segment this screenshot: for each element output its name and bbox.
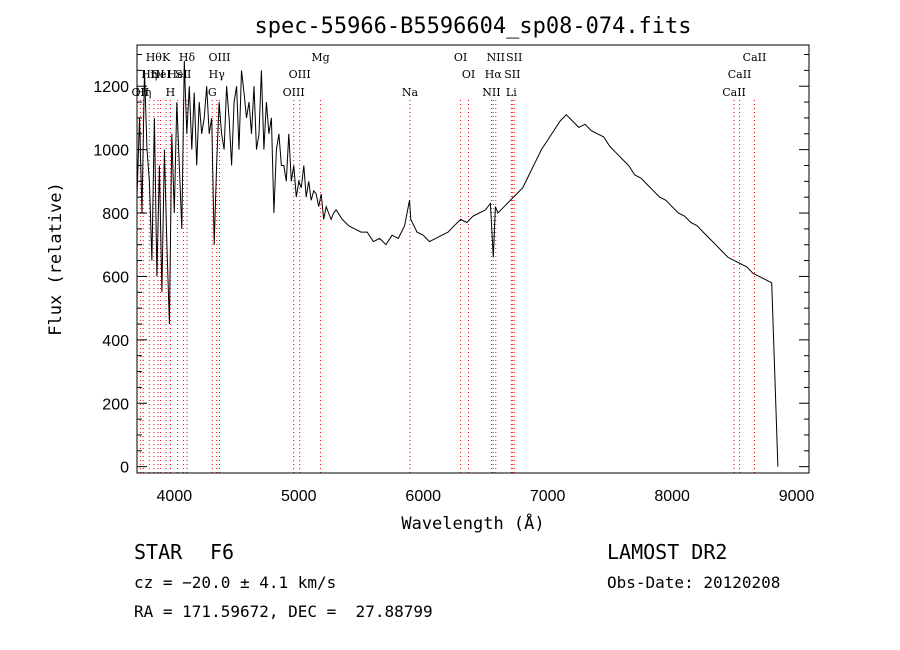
line-marker-label: Hη	[135, 86, 151, 99]
y-tick-label: 400	[102, 333, 129, 350]
plot-frame	[136, 44, 810, 474]
y-axis-label: Flux (relative)	[46, 182, 66, 336]
line-marker-label: Mg	[311, 51, 329, 64]
line-marker-label: OIII	[208, 51, 230, 64]
x-tick-label: 4000	[157, 488, 193, 505]
line-marker-label: OIII	[283, 86, 305, 99]
line-marker-label: HeI	[150, 68, 170, 81]
object-subclass: F6	[210, 540, 235, 564]
line-marker-label: SII	[175, 68, 191, 81]
y-tick-label: 600	[102, 269, 129, 286]
line-marker-label: G	[208, 86, 217, 99]
line-marker-label: NII	[482, 86, 500, 99]
observation-date: Obs-Date: 20120208	[607, 573, 781, 592]
line-marker-label: NII	[487, 51, 505, 64]
x-tick-label: 5000	[281, 488, 317, 505]
line-marker-label: H	[166, 86, 176, 99]
y-tick-label: 1200	[93, 79, 129, 96]
x-tick-label: 6000	[405, 488, 441, 505]
spectrum-line	[136, 60, 779, 467]
survey-name: LAMOST DR2	[607, 540, 728, 564]
x-axis-label: Wavelength (Å)	[401, 512, 544, 534]
line-marker-label: OI	[462, 68, 475, 81]
x-tick-label: 9000	[779, 488, 815, 505]
x-axis-ticks: 4000 5000 6000 7000 8000 9000	[157, 488, 815, 505]
line-marker-label: CaII	[728, 68, 752, 81]
chart-title: spec-55966-B5596604_sp08-074.fits	[254, 14, 691, 39]
line-marker-label: SII	[504, 68, 520, 81]
line-marker-label: K	[162, 51, 171, 64]
line-marker-label: Hη	[141, 68, 157, 81]
line-marker-label: Li	[506, 86, 517, 99]
line-marker-label: Hδ	[179, 51, 196, 64]
coordinates: RA = 171.59672, DEC = 27.88799	[134, 602, 433, 621]
line-marker-label: CaII	[722, 86, 746, 99]
line-marker-label: SII	[506, 51, 522, 64]
line-marker-label: OIII	[289, 68, 311, 81]
line-marker-label: Na	[402, 86, 419, 99]
emission-line-labels: OIIHηHηHθOIHeIKHHeISIIHδGHγOIIIOIIIOIIIM…	[132, 51, 767, 99]
line-marker-label: CaII	[743, 51, 767, 64]
line-marker-label: Hα	[485, 68, 503, 81]
y-tick-label: 800	[102, 206, 129, 223]
y-tick-label: 1000	[93, 143, 129, 160]
y-axis-ticks: 0 200 400 600 800 1000 1200	[93, 54, 809, 477]
line-marker-label: HeI	[167, 68, 187, 81]
line-marker-label: Hθ	[146, 51, 163, 64]
emission-line-markers	[139, 100, 755, 473]
redshift-velocity: cz = −20.0 ± 4.1 km/s	[134, 573, 337, 592]
y-tick-label: 200	[102, 396, 129, 413]
y-tick-label: 0	[120, 460, 129, 477]
line-marker-label: Hγ	[209, 68, 226, 81]
line-marker-label: OI	[454, 51, 467, 64]
x-tick-label: 8000	[654, 488, 690, 505]
object-type: STAR	[134, 540, 183, 564]
x-tick-label: 7000	[530, 488, 566, 505]
line-marker-label: OI	[151, 68, 164, 81]
